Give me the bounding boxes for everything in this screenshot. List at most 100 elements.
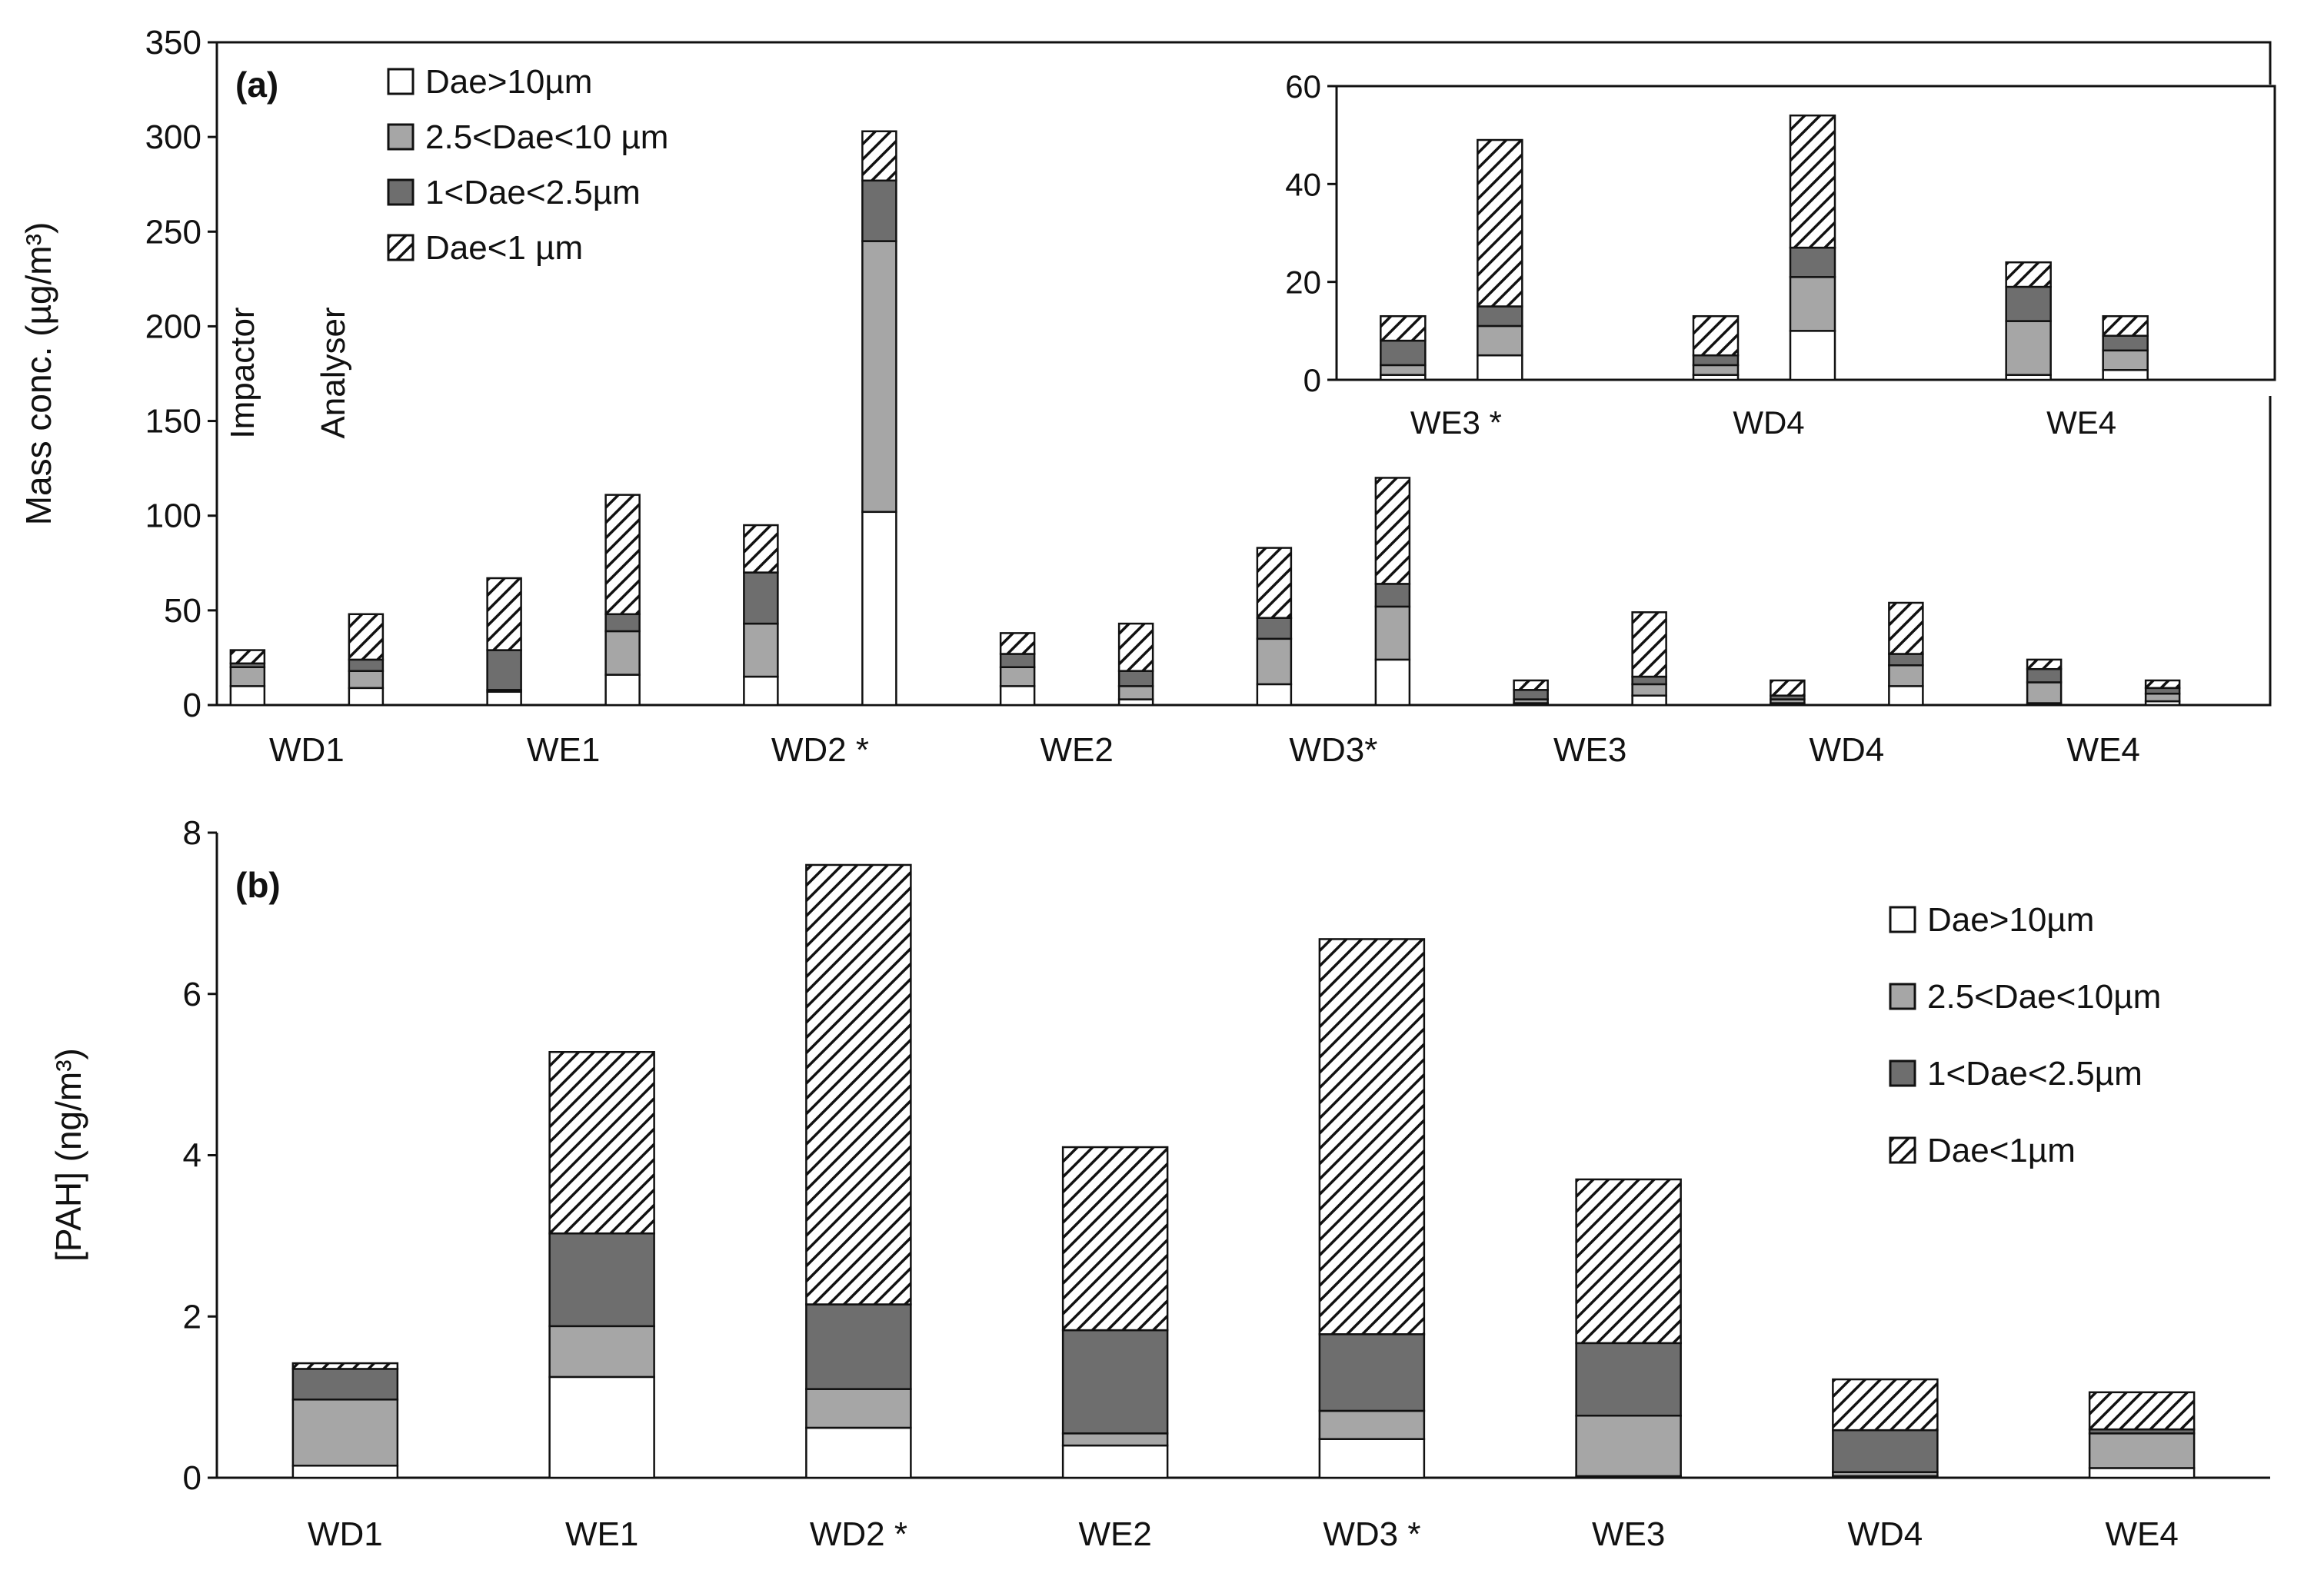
panel-a-y-ticks: 0 50 100 150 200 250 300 350 (145, 24, 217, 724)
panel-a-impactor-WD1-lt1-segment (229, 649, 266, 665)
panel-a-analyser-WD4-2p5-10-segment (1888, 664, 1924, 687)
panel-a-label: (a) (235, 65, 278, 105)
inset-analyser-WD4-lt1-segment (1789, 114, 1836, 249)
panel-a-y-tick-label: 300 (145, 118, 201, 156)
panel-a-impactor-WD3-gt10-segment (1256, 683, 1293, 707)
inset-analyser-WE4-lt1-segment (2102, 314, 2149, 337)
panel-a-analyser-WE3-1-2p5-segment (1631, 675, 1667, 686)
inset-impactor-WE3-lt1-segment (1380, 314, 1427, 342)
panel-b-WE2-lt1-segment (1061, 1146, 1169, 1332)
panel-b-x-label: WD2 * (810, 1515, 907, 1553)
panel-a-impactor-WD2-1-2p5-segment (743, 571, 779, 625)
panel-a-x-label: WD4 (1809, 731, 1884, 769)
panel-a-y-axis-label: Mass conc. (µg/m³) (18, 222, 58, 526)
inset-x-labels: WE3 * WD4 WE4 (1410, 404, 2116, 441)
legend-a-label-gt10: Dae>10µm (425, 63, 592, 101)
inset-impactor-WD4-1-2p5-segment (1692, 354, 1740, 367)
panel-a-analyser-WD1-2p5-10-segment (348, 670, 385, 690)
inset-y-tick-label: 40 (1285, 166, 1321, 202)
legend-a-label-2p5-10: 2.5<Dae<10 µm (425, 118, 668, 156)
panel-a-impactor-WD3-lt1-segment (1256, 547, 1293, 619)
legend-a-label-lt1: Dae<1 µm (425, 229, 583, 267)
inset-analyser-WE3-lt1-segment (1477, 138, 1523, 308)
panel-a-analyser-WE3-2p5-10-segment (1631, 683, 1667, 697)
impactor-label: Impactor (224, 307, 261, 438)
panel-a-y-tick-label: 350 (145, 24, 201, 62)
inset-analyser-WE3-1-2p5-segment (1477, 305, 1523, 328)
legend-b-label-2p5-10: 2.5<Dae<10µm (1927, 978, 2161, 1016)
panel-a-analyser-WE2-2p5-10-segment (1117, 685, 1154, 700)
panel-a-x-label: WD1 (269, 731, 345, 769)
panel-b-x-label: WE2 (1078, 1515, 1151, 1553)
panel-a-analyser-WD4-gt10-segment (1888, 685, 1924, 707)
panel-b-x-label: WE4 (2105, 1515, 2178, 1553)
panel-a-x-label: WE3 (1553, 731, 1626, 769)
panel-b-bars (291, 863, 2196, 1479)
panel-b-WD1-lt1-segment (291, 1362, 399, 1370)
panel-b-WD4-lt1-segment (1832, 1378, 1939, 1432)
legend-b-swatch-gt10 (1889, 906, 1916, 933)
panel-b-WE4-lt1-segment (2088, 1391, 2196, 1431)
panel-a-analyser-WE1-2p5-10-segment (604, 630, 641, 676)
panel-b-WD3-2p5-10-segment (1318, 1409, 1426, 1440)
panel-b-x-label: WD4 (1847, 1515, 1923, 1553)
panel-a-impactor-WD2-2p5-10-segment (743, 622, 779, 678)
panel-b-x-label: WD3 * (1323, 1515, 1420, 1553)
panel-b-WE3-2p5-10-segment (1575, 1414, 1682, 1478)
panel-a-impactor-WE2-lt1-segment (999, 632, 1036, 655)
legend-a-label-1-2p5: 1<Dae<2.5µm (425, 174, 641, 211)
inset-analyser-WD4-gt10-segment (1789, 330, 1836, 381)
panel-a-y-tick-label: 100 (145, 497, 201, 535)
inset-impactor-WE4-1-2p5-segment (2005, 285, 2052, 322)
inset-analyser-WD4-2p5-10-segment (1789, 276, 1836, 332)
inset-y-ticks: 0 20 40 60 (1285, 68, 1337, 398)
panel-b-WE2-1-2p5-segment (1061, 1329, 1169, 1435)
legend-b-swatch-1-2p5 (1889, 1059, 1916, 1087)
panel-a-analyser-WD2-lt1-segment (861, 130, 897, 182)
panel-b-WD2-1-2p5-segment (805, 1303, 912, 1390)
legend-b-swatch-lt1 (1889, 1136, 1916, 1164)
panel-a-y-tick-label: 150 (145, 403, 201, 441)
panel-a-impactor-WE1-gt10-segment (486, 690, 522, 707)
panel-b-WE2-2p5-10-segment (1061, 1432, 1169, 1447)
panel-a-y-tick-label: 200 (145, 308, 201, 345)
legend-a-swatch-lt1 (387, 234, 415, 261)
panel-b-WD2-2p5-10-segment (805, 1388, 912, 1429)
panel-a-x-label: WD3* (1289, 731, 1377, 769)
panel-a-impactor-WD2-gt10-segment (743, 675, 779, 707)
analyser-label: Analyser (315, 307, 352, 438)
panel-a-analyser-WD1-gt10-segment (348, 687, 385, 707)
inset-analyser-WE3-gt10-segment (1477, 354, 1523, 381)
legend-b-label-1-2p5: 1<Dae<2.5µm (1927, 1055, 2143, 1093)
inset-impactor-WE4-lt1-segment (2005, 261, 2052, 288)
panel-a-analyser-WE2-lt1-segment (1117, 622, 1154, 672)
panel-b-WD1-2p5-10-segment (291, 1399, 399, 1467)
inset-analyser-WE3-2p5-10-segment (1477, 324, 1523, 357)
panel-a-analyser-WE1-lt1-segment (604, 494, 641, 616)
panel-b-x-label: WE1 (565, 1515, 638, 1553)
panel-a-analyser-WD4-lt1-segment (1888, 601, 1924, 655)
panel-b-y-tick-label: 6 (183, 976, 201, 1013)
panel-a-analyser-WD3-gt10-segment (1374, 658, 1411, 707)
panel-a-analyser-WD4-1-2p5-segment (1888, 653, 1924, 667)
panel-b-WD1-gt10-segment (291, 1465, 399, 1479)
panel-b-WD3-lt1-segment (1318, 938, 1426, 1336)
inset-analyser-WE4-2p5-10-segment (2102, 349, 2149, 371)
inset-x-label: WE4 (2046, 404, 2116, 441)
panel-a-analyser-WE2-1-2p5-segment (1117, 670, 1154, 687)
panel-a-impactor-WE4-2p5-10-segment (2026, 681, 2063, 704)
panel-b-x-labels: WD1 WE1 WD2 * WE2 WD3 * WE3 WD4 WE4 (308, 1515, 2179, 1553)
panel-b-legend: Dae>10µm 2.5<Dae<10µm 1<Dae<2.5µm Dae<1µ… (1889, 901, 2161, 1169)
panel-b-WE4-2p5-10-segment (2088, 1432, 2196, 1469)
panel-b-y-tick-label: 8 (183, 814, 201, 852)
panel-a-analyser-WD1-lt1-segment (348, 613, 385, 661)
panel-b-y-axis-label: [PAH] (ng/m³) (48, 1048, 88, 1262)
panel-a-y-tick-label: 250 (145, 213, 201, 251)
panel-b-y-tick-label: 2 (183, 1298, 201, 1336)
panel-a-analyser-WE3-lt1-segment (1631, 611, 1667, 678)
panel-a-y-tick-label: 0 (183, 687, 201, 724)
panel-a-analyser-WD2-gt10-segment (861, 511, 897, 707)
panel-b-WE1-gt10-segment (548, 1375, 655, 1479)
panel-a-analyser-WE1-gt10-segment (604, 674, 641, 707)
